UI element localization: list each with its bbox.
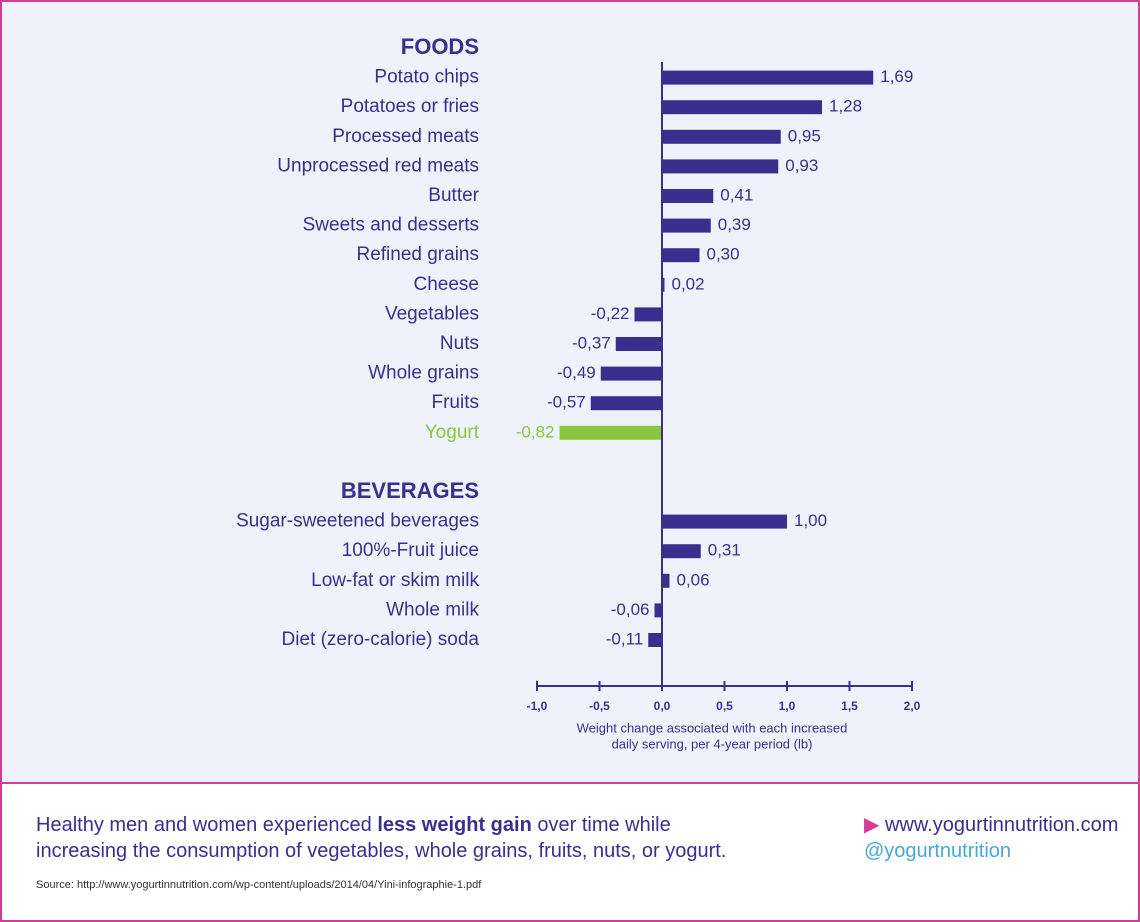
value-label: 0,93 [785, 156, 818, 175]
value-label: 1,28 [829, 97, 862, 116]
bar [662, 514, 787, 529]
category-label: Whole milk [386, 599, 479, 620]
value-label: 0,30 [707, 245, 740, 264]
bar [559, 425, 662, 440]
value-label: -0,57 [547, 393, 586, 412]
value-label: 0,06 [677, 570, 710, 589]
value-label: -0,37 [572, 333, 611, 352]
divider [2, 782, 1138, 784]
bar [662, 277, 665, 292]
category-label: Sugar-sweetened beverages [236, 511, 479, 532]
summary-text: Healthy men and women experienced [36, 814, 378, 836]
bar [662, 573, 670, 588]
category-label: Butter [428, 185, 479, 206]
x-tick-label: 0,0 [654, 699, 671, 713]
category-label: Processed meats [332, 126, 479, 147]
category-label: Fruits [432, 392, 480, 413]
x-tick-label: -1,0 [527, 699, 548, 713]
links: ▶ www.yogurtinnutrition.com @yogurtnutri… [864, 812, 1118, 864]
source: Source: http://www.yogurtinnutrition.com… [36, 879, 482, 891]
chart: FOODS Potato chips 1,69 Potatoes or fries 1,… [2, 2, 1138, 782]
bar [654, 603, 662, 618]
category-label: Sweets and desserts [303, 215, 479, 236]
x-axis-label: Weight change associated with each incre… [577, 720, 848, 735]
category-label: Potatoes or fries [341, 96, 479, 117]
x-tick-label: 1,0 [779, 699, 796, 713]
bar [662, 218, 711, 233]
value-label: 0,95 [788, 126, 821, 145]
value-label: 0,39 [718, 215, 751, 234]
bar [662, 159, 779, 174]
x-tick-label: 0,5 [716, 699, 733, 713]
bar [648, 633, 662, 647]
category-label: Nuts [440, 333, 479, 354]
arrow-icon: ▶ [864, 814, 880, 836]
category-label: Whole grains [368, 363, 479, 384]
category-label: Yogurt [425, 422, 480, 443]
x-axis-label: daily serving, per 4-year period (lb) [612, 736, 813, 751]
value-label: -0,22 [591, 304, 630, 323]
summary-text: over time while [531, 814, 671, 836]
bar [590, 396, 662, 411]
summary-bold: less weight gain [377, 814, 532, 836]
website-link[interactable]: www.yogurtinnutrition.com [884, 814, 1119, 836]
value-label: 0,41 [720, 185, 753, 204]
social-handle[interactable]: @yogurtnutrition [864, 840, 1012, 862]
summary-text: increasing the consumption of vegetables… [36, 840, 727, 862]
group-header: FOODS [401, 34, 479, 59]
value-label: -0,49 [557, 363, 596, 382]
value-label: -0,11 [606, 629, 644, 648]
value-label: -0,82 [516, 422, 555, 441]
bar [662, 70, 874, 85]
category-label: Diet (zero-calorie) soda [282, 629, 480, 650]
summary: Healthy men and women experienced less w… [36, 812, 726, 864]
bar [662, 544, 701, 559]
category-label: Potato chips [374, 67, 479, 88]
value-label: 0,02 [672, 274, 705, 293]
value-label: 0,31 [708, 541, 741, 560]
value-label: -0,06 [611, 600, 650, 619]
bar [662, 248, 700, 263]
bar [634, 307, 662, 322]
category-label: Unprocessed red meats [277, 155, 479, 176]
category-label: Low-fat or skim milk [311, 570, 479, 591]
bar [662, 189, 714, 203]
value-label: 1,00 [794, 511, 827, 530]
x-tick-label: 2,0 [904, 699, 921, 713]
bar [662, 100, 822, 115]
category-label: Refined grains [356, 244, 479, 265]
x-tick-label: 1,5 [841, 699, 858, 713]
category-label: Cheese [414, 274, 480, 295]
value-label: 1,69 [880, 67, 913, 86]
group-header: BEVERAGES [341, 478, 479, 503]
bar [600, 366, 662, 381]
x-tick-label: -0,5 [589, 699, 610, 713]
bar [615, 337, 662, 351]
bar [662, 129, 781, 144]
category-label: 100%-Fruit juice [342, 540, 479, 561]
category-label: Vegetables [385, 303, 479, 324]
chart-background [2, 2, 1138, 782]
